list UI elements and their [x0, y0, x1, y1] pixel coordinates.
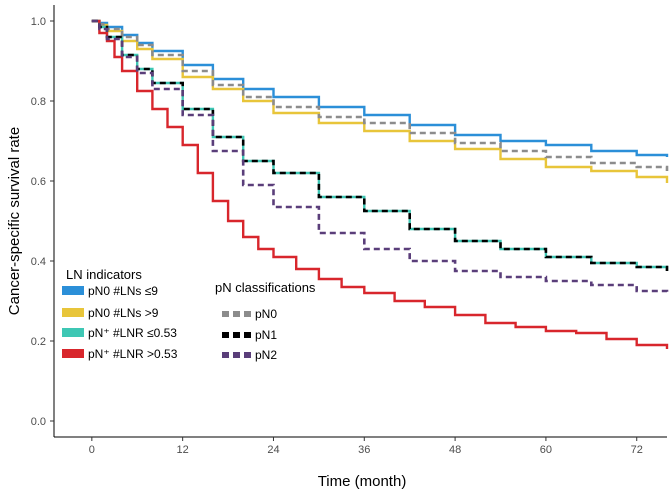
series-layer	[91, 19, 669, 349]
y-tick-label-0-6: 0.6	[31, 176, 46, 188]
legend-swatch-pn0-lns-gt9	[62, 308, 84, 317]
legend-ln-indicators: LN indicators pN0 #LNs ≤9 pN0 #LNs >9 pN…	[62, 267, 178, 361]
legend-ln-title: LN indicators	[66, 267, 142, 282]
legend-label-pn1: pN1	[255, 328, 277, 342]
legend-label-pn0-lns-le9: pN0 #LNs ≤9	[88, 284, 158, 298]
legend-swatch-pnplus-lnr-le053	[62, 328, 84, 337]
y-tick-label-0-2: 0.2	[31, 336, 46, 348]
legend-label-pn2: pN2	[255, 348, 277, 362]
legend-label-pnplus-lnr-le053: pN⁺ #LNR ≤0.53	[88, 326, 177, 340]
legend-swatch-pn0-lns-le9	[62, 286, 84, 295]
plot-frame	[53, 5, 667, 438]
series-line-pn0-lns-9	[91, 19, 669, 183]
x-tick-label-60: 60	[540, 444, 552, 456]
y-tick-label-0: 0.0	[31, 416, 46, 428]
x-tick-label-24: 24	[267, 444, 279, 456]
y-ticks: 0.0 0.2 0.4 0.6 0.8 1.0	[31, 16, 54, 428]
legend-label-pn0: pN0	[255, 307, 277, 321]
x-tick-label-12: 12	[177, 444, 189, 456]
series-line-pn2	[91, 19, 669, 293]
series-line-pn-lnr-0-53	[91, 19, 669, 349]
x-tick-label-72: 72	[631, 444, 643, 456]
y-tick-label-0-8: 0.8	[31, 96, 46, 108]
legend-label-pnplus-lnr-gt053: pN⁺ #LNR >0.53	[88, 347, 178, 361]
legend-pn-title: pN classifications	[215, 280, 316, 295]
y-axis-title: Cancer-specific survival rate	[6, 127, 23, 315]
x-axis-title: Time (month)	[318, 473, 407, 490]
x-tick-label-36: 36	[358, 444, 370, 456]
y-tick-label-1: 1.0	[31, 16, 46, 28]
x-tick-label-48: 48	[449, 444, 461, 456]
y-tick-label-0-4: 0.4	[31, 256, 46, 268]
legend-label-pn0-lns-gt9: pN0 #LNs >9	[88, 306, 159, 320]
legend-swatch-pnplus-lnr-gt053	[62, 349, 84, 358]
x-tick-label-0: 0	[89, 444, 95, 456]
x-ticks: 0 12 24 36 48 60 72	[89, 437, 643, 456]
series-line-pn0	[91, 19, 669, 171]
legend-pn-classifications: pN classifications pN0 pN1 pN2	[215, 280, 316, 362]
